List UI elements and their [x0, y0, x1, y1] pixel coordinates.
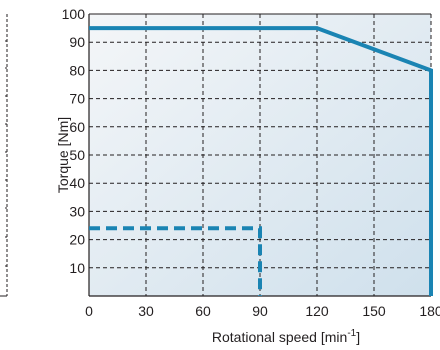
x-axis-label-main: Rotational speed [min: [212, 329, 347, 345]
x-axis-label: Rotational speed [min-1]: [212, 328, 360, 345]
y-tick-label-90: 90: [69, 34, 85, 50]
x-tick-label-60: 60: [195, 303, 211, 319]
x-axis-label-exponent: -1: [347, 328, 356, 339]
data-series: [89, 26, 433, 296]
x-axis-label-close: ]: [356, 329, 360, 345]
y-tick-label-80: 80: [69, 62, 85, 78]
x-tick-label-0: 0: [85, 303, 93, 319]
x-tick-label-180: 180: [419, 303, 440, 319]
series-solid-line: [89, 26, 433, 296]
adjacent-panel-edge: [0, 14, 8, 297]
y-tick-label-70: 70: [69, 91, 85, 107]
x-tick-label-30: 30: [138, 303, 154, 319]
y-tick-label-40: 40: [69, 175, 85, 191]
x-tick-label-90: 90: [252, 303, 268, 319]
y-tick-label-100: 100: [62, 6, 86, 22]
series-dashed-line: [89, 226, 262, 296]
y-tick-label-50: 50: [69, 147, 85, 163]
x-tick-label-150: 150: [362, 303, 386, 319]
y-tick-label-60: 60: [69, 119, 85, 135]
tick-labels: 0 30 60 90 120 150 180 10 20 30 40 50 60 70 80 90 100: [62, 6, 440, 319]
y-tick-label-10: 10: [69, 260, 85, 276]
x-tick-label-120: 120: [305, 303, 329, 319]
y-tick-label-20: 20: [69, 232, 85, 248]
y-axis-label: Torque [Nm]: [55, 117, 71, 193]
y-tick-label-30: 30: [69, 203, 85, 219]
